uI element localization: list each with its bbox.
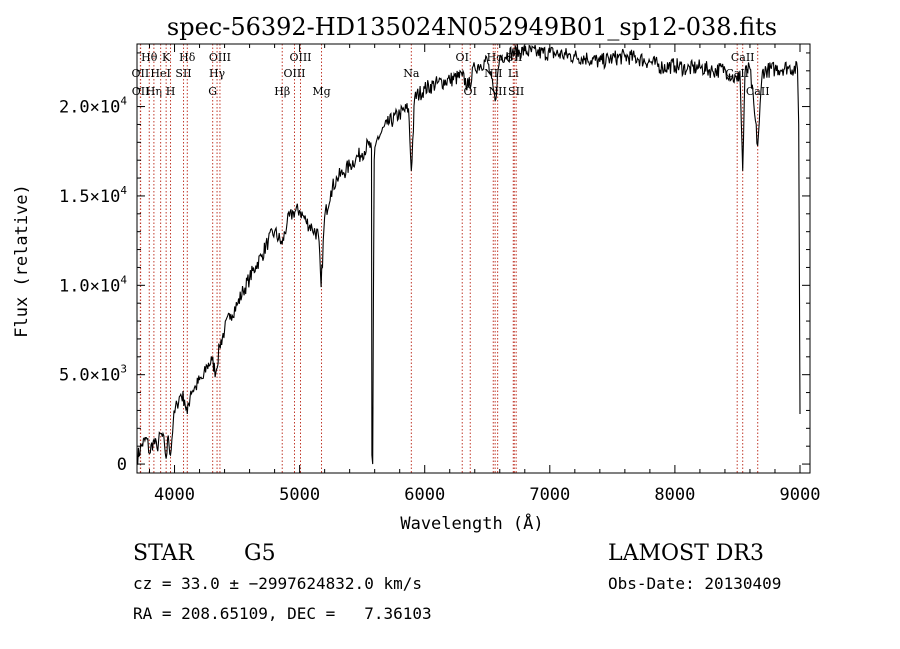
y-tick-label: 5.0×103	[59, 363, 127, 386]
observation-date: Obs-Date: 20130409	[608, 574, 781, 593]
x-tick-label: 6000	[404, 485, 445, 505]
x-tick-label: 7000	[529, 485, 570, 505]
line-label: NII	[488, 85, 506, 98]
y-tick-label: 2.0×104	[59, 95, 127, 118]
line-label: CaII	[725, 67, 749, 80]
line-label: HeI	[150, 67, 170, 80]
x-tick-label: 4000	[154, 485, 195, 505]
y-tick-label: 0	[117, 455, 127, 475]
chart-title: spec-56392-HD135024N052949B01_sp12-038.f…	[167, 13, 777, 41]
line-label: OIII	[283, 67, 305, 80]
line-label: Na	[403, 67, 420, 80]
line-label: SII	[175, 67, 191, 80]
line-label: OI	[456, 51, 469, 64]
y-axis-label: Flux (relative)	[12, 184, 32, 338]
line-label: K	[162, 51, 171, 64]
line-label: OII	[132, 85, 150, 98]
line-label: Hθ	[141, 51, 158, 64]
y-tick-label: 1.5×104	[59, 184, 127, 207]
line-label: Mg	[312, 85, 330, 98]
line-label: Hβ	[274, 85, 290, 98]
line-label: NII	[484, 67, 502, 80]
survey-name: LAMOST DR3	[608, 541, 764, 566]
line-label: OIII	[289, 51, 311, 64]
line-label: CaII	[731, 51, 755, 64]
line-label: Hδ	[179, 51, 196, 64]
plot-frame	[136, 43, 811, 474]
line-label: Hγ	[209, 67, 226, 80]
line-label: CaII	[746, 85, 770, 98]
x-tick-label: 9000	[780, 485, 821, 505]
line-label: Li	[508, 67, 519, 80]
line-label: Hη	[146, 85, 162, 98]
x-tick-label: 8000	[654, 485, 695, 505]
object-class: STAR	[133, 541, 195, 566]
x-axis-label: Wavelength (Å)	[400, 512, 543, 534]
line-label: H	[166, 85, 176, 98]
ra-dec-coordinates: RA = 208.65109, DEC = 7.36103	[133, 604, 432, 623]
x-tick-label: 5000	[279, 485, 320, 505]
y-tick-label: 1.0×104	[59, 273, 127, 296]
line-label: OIII	[209, 51, 231, 64]
line-label: G	[208, 85, 217, 98]
redshift-velocity: cz = 33.0 ± −2997624832.0 km/s	[133, 574, 422, 593]
object-subclass: G5	[244, 541, 276, 566]
axes: 4000 5000 6000 7000 8000 9000 0 5.0×103 1.0×104 1…	[59, 43, 821, 505]
spectrum-line	[136, 44, 801, 465]
line-label: SII	[508, 85, 524, 98]
spectrum-series	[136, 44, 801, 465]
